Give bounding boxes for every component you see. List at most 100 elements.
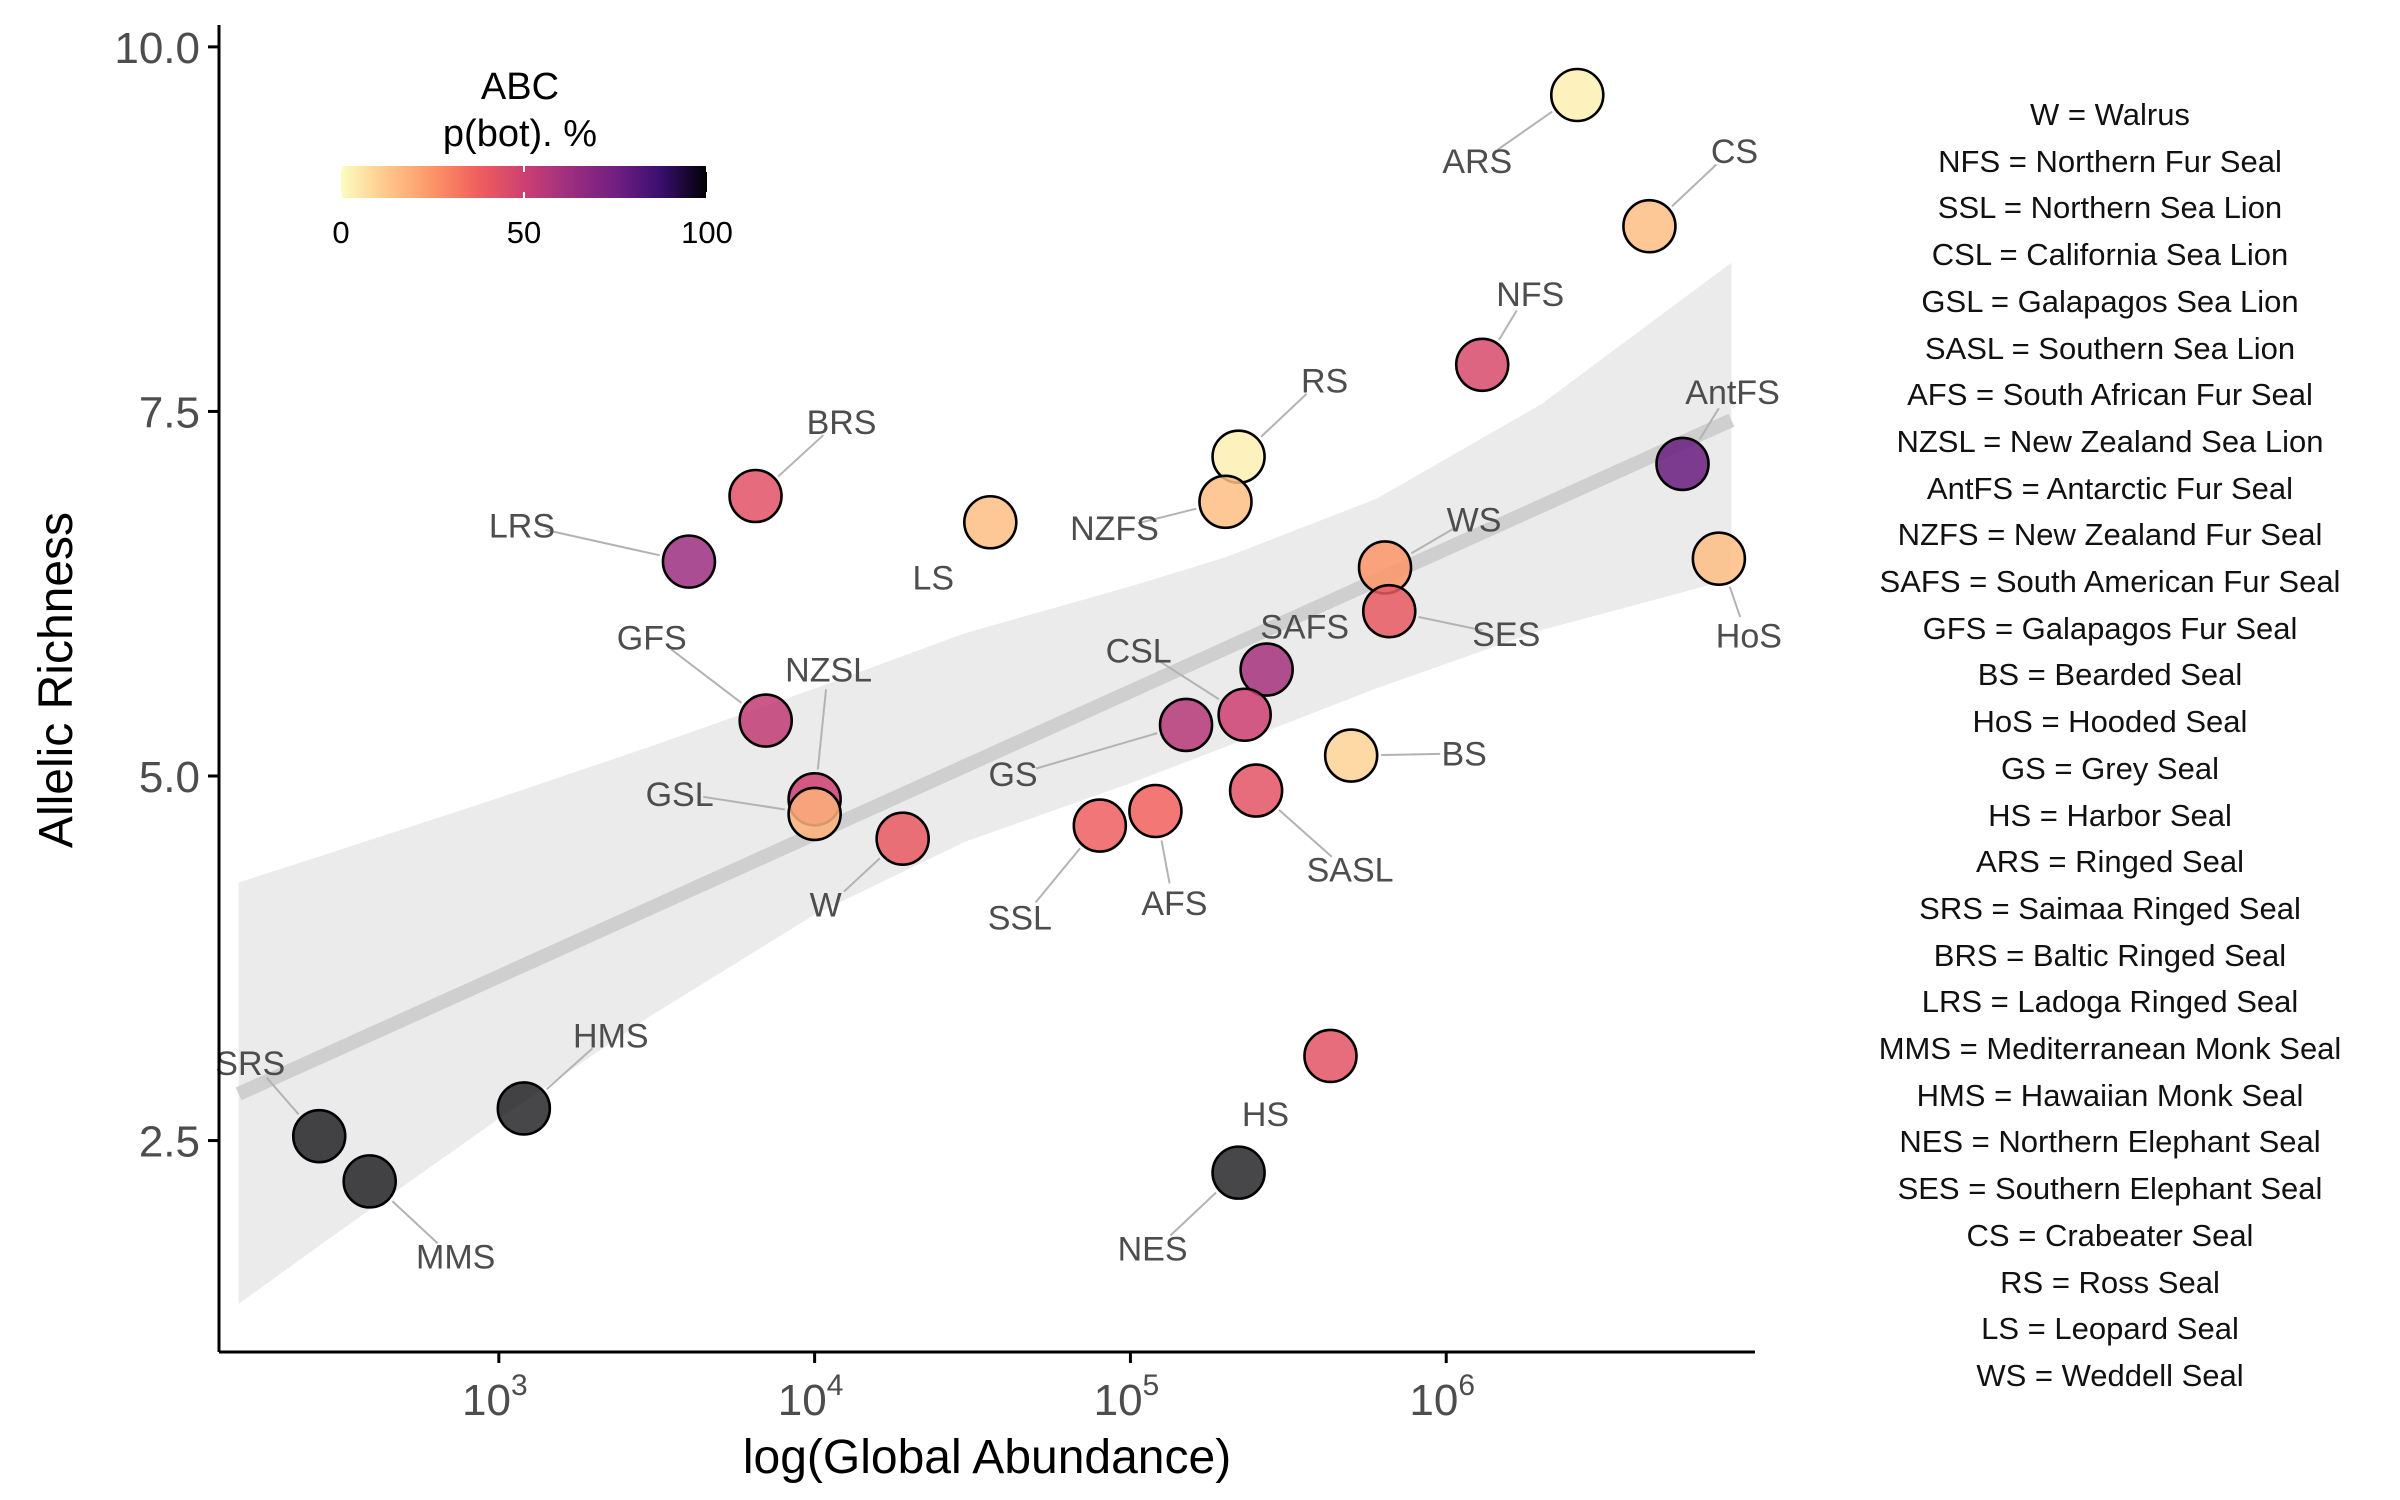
data-point-ssl (1072, 798, 1128, 853)
species-key-item: BRS = Baltic Ringed Seal (1933, 937, 2287, 973)
data-point-ses (1361, 583, 1417, 639)
data-point-afs (1128, 783, 1183, 839)
data-point-mms (342, 1154, 397, 1209)
point-label: ARS (1442, 143, 1512, 181)
leader-line (265, 1077, 300, 1116)
point-label: NZFS (1070, 510, 1159, 548)
point-label: HS (1242, 1096, 1289, 1134)
leader-line (1158, 660, 1220, 701)
color-legend-title-line2: p(bot). % (443, 113, 597, 155)
species-key-item: HMS = Hawaiian Monk Seal (1916, 1077, 2304, 1113)
leader-line (843, 857, 881, 893)
point-label: CSL (1106, 633, 1172, 671)
species-key-item: W = Walrus (2030, 97, 2190, 132)
point-label: RS (1301, 363, 1348, 401)
data-point-hms (496, 1081, 552, 1136)
species-key-item: GSL = Galapagos Sea Lion (1921, 283, 2299, 319)
point-label: NZSL (785, 651, 872, 689)
leader-line (1698, 407, 1720, 440)
point-label: MMS (416, 1238, 495, 1276)
leader-line (816, 689, 828, 770)
data-point-sasl (1228, 763, 1284, 818)
point-label: GS (988, 756, 1037, 794)
species-key-item: NFS = Northern Fur Seal (1938, 143, 2282, 179)
y-axis-title: Allelic Richness (30, 512, 83, 848)
leader-line (1260, 393, 1308, 438)
point-label: CS (1711, 133, 1758, 171)
data-point-csl (1217, 687, 1272, 743)
data-point-gfs (738, 693, 794, 748)
leader-line (777, 434, 825, 478)
data-point-antfs (1655, 436, 1710, 492)
data-point-srs (291, 1108, 347, 1164)
species-key-item: HS = Harbor Seal (1988, 797, 2232, 833)
species-key-item: GS = Grey Seal (2001, 750, 2219, 786)
y-tick-label: 10.0 (114, 24, 200, 73)
leader-line-layer (265, 110, 1742, 1244)
species-key-item: CSL = California Sea Lion (1931, 237, 2289, 273)
leader-line (1728, 586, 1742, 618)
species-key-item: SASL = Southern Sea Lion (1924, 330, 2296, 366)
species-key-item: HoS = Hooded Seal (1972, 704, 2248, 740)
point-label: SRS (215, 1045, 285, 1083)
point-label: LRS (489, 508, 555, 546)
leader-line (1035, 732, 1158, 770)
leader-line (1410, 528, 1454, 555)
y-tick-label: 7.5 (139, 388, 200, 437)
point-label-layer: ARS CS NFS RS AntFS NZFS LS BRS LRS HoS WS SES SAFS G… (215, 133, 1782, 1276)
confidence-band-layer (238, 262, 1732, 1304)
leader-line (545, 528, 660, 557)
species-key-item: SSL = Northern Sea Lion (1937, 190, 2283, 226)
leader-line (1498, 309, 1518, 341)
leader-line (1418, 616, 1483, 632)
point-label: AntFS (1685, 374, 1779, 412)
x-tick-label-base: 10 (462, 1376, 511, 1425)
x-tick-label-base: 10 (778, 1376, 827, 1425)
species-key-item: RS = Ross Seal (2000, 1264, 2220, 1300)
regression-line (235, 413, 1735, 1101)
data-point-hos (1691, 531, 1747, 587)
data-point-layer (291, 67, 1747, 1209)
x-tick-label-base: 10 (1094, 1376, 1143, 1425)
species-key-item: GFS = Galapagos Fur Seal (1922, 610, 2298, 646)
color-legend-tick-label: 50 (507, 215, 541, 250)
species-key-item: NZFS = New Zealand Fur Seal (1897, 517, 2323, 553)
color-legend: ABC p(bot). % 0 50 100 (332, 66, 732, 250)
data-point-nzfs (1198, 474, 1253, 530)
x-axis-title: log(Global Abundance) (743, 1431, 1231, 1484)
data-point-ls (963, 494, 1018, 550)
leader-line (1034, 847, 1081, 904)
regression-line-layer (235, 413, 1735, 1101)
color-legend-title-line1: ABC (481, 66, 559, 108)
data-point-nes (1211, 1145, 1266, 1200)
point-label: SES (1472, 616, 1540, 654)
color-legend-tick-label: 0 (332, 215, 349, 250)
data-point-safs (1239, 642, 1294, 697)
data-point-bs (1323, 728, 1379, 783)
leader-line (1169, 1191, 1217, 1237)
point-label: BS (1441, 736, 1486, 774)
x-tick-label-exponent: 6 (1458, 1369, 1475, 1402)
species-key-item: WS = Weddell Seal (1976, 1357, 2244, 1393)
point-label: AFS (1141, 885, 1207, 923)
species-key-item: BS = Bearded Seal (1977, 657, 2243, 693)
data-point-cs (1622, 198, 1677, 254)
species-key-item: ARS = Ringed Seal (1976, 844, 2244, 880)
point-label: SSL (988, 900, 1052, 938)
species-key-item: AntFS = Antarctic Fur Seal (1926, 470, 2294, 506)
point-label: GSL (646, 776, 714, 814)
species-key-item: AFS = South African Fur Seal (1907, 377, 2313, 413)
leader-line (1496, 110, 1553, 151)
data-point-ars (1549, 67, 1605, 123)
confidence-band (238, 262, 1732, 1304)
leader-line (670, 648, 743, 704)
point-label: SASL (1307, 852, 1394, 890)
species-key-item: CS = Crabeater Seal (1966, 1217, 2254, 1253)
species-key-item: SAFS = South American Fur Seal (1879, 564, 2341, 600)
x-tick-label-exponent: 4 (827, 1369, 844, 1402)
x-tick-label: 105 (1094, 1369, 1160, 1425)
x-tick-label: 104 (778, 1369, 844, 1425)
leader-line (391, 1200, 439, 1244)
leader-line (1160, 840, 1171, 884)
